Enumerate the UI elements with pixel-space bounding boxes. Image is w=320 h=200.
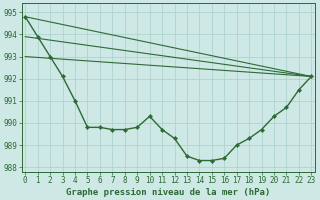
X-axis label: Graphe pression niveau de la mer (hPa): Graphe pression niveau de la mer (hPa) bbox=[66, 188, 270, 197]
